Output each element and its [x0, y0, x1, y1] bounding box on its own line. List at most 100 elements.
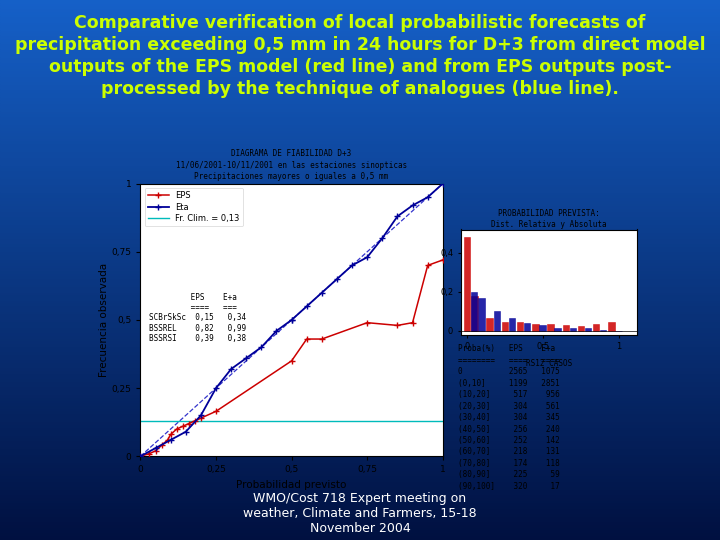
Bar [0, 232, 720, 235]
Bar [0, 94, 720, 97]
Bar [472, 296, 477, 331]
Bar [0, 370, 720, 373]
Bar [0, 113, 720, 116]
Bar [0, 537, 720, 540]
Bar [608, 322, 615, 331]
Bar [0, 416, 720, 418]
Bar [0, 170, 720, 173]
Bar [0, 30, 720, 32]
Bar [0, 284, 720, 286]
Bar [0, 143, 720, 146]
Bar [0, 427, 720, 429]
Bar [0, 526, 720, 529]
Bar [0, 424, 720, 427]
Bar [0, 40, 720, 43]
Bar [0, 273, 720, 275]
Bar [0, 508, 720, 510]
Bar [0, 270, 720, 273]
Bar [0, 138, 720, 140]
Bar [0, 59, 720, 62]
Bar [0, 243, 720, 246]
Bar [0, 308, 720, 310]
Bar [0, 275, 720, 278]
Bar [0, 348, 720, 351]
Bar [0, 219, 720, 221]
Bar [0, 135, 720, 138]
Bar [0, 529, 720, 532]
Bar [0, 11, 720, 14]
Bar [0, 103, 720, 105]
Bar [0, 46, 720, 49]
Bar [0, 24, 720, 27]
Bar [0, 181, 720, 184]
Bar [0, 321, 720, 324]
Bar [585, 328, 591, 331]
Text: Proba(%)   EPS    E+a
========   ====   ====
0          2565   1075
(0,10]     1: Proba(%) EPS E+a ======== ==== ==== 0 25… [459, 345, 560, 502]
Bar [0, 497, 720, 500]
Bar [0, 375, 720, 378]
Bar [0, 402, 720, 405]
Bar [0, 481, 720, 483]
Bar [0, 343, 720, 346]
Bar [0, 105, 720, 108]
Bar [0, 68, 720, 70]
Bar [0, 89, 720, 92]
Bar [0, 483, 720, 486]
Bar [0, 211, 720, 213]
Bar [0, 130, 720, 132]
Bar [0, 124, 720, 127]
Bar [0, 119, 720, 122]
Bar [0, 43, 720, 46]
Title: DIAGRAMA DE FIABILIDAD D+3
11/06/2001-10/11/2001 en las estaciones sinopticas
Pr: DIAGRAMA DE FIABILIDAD D+3 11/06/2001-10… [176, 149, 408, 181]
Bar [0, 14, 720, 16]
X-axis label: Probabilidad previsto: Probabilidad previsto [236, 480, 347, 490]
Bar [0, 486, 720, 489]
Bar [471, 292, 477, 331]
Bar [509, 318, 516, 331]
Bar [0, 248, 720, 251]
Bar [0, 86, 720, 89]
Bar [0, 410, 720, 413]
Bar [0, 3, 720, 5]
Bar [0, 8, 720, 11]
Bar [0, 202, 720, 205]
Bar [0, 470, 720, 472]
Bar [0, 259, 720, 262]
Bar [0, 49, 720, 51]
Bar [0, 421, 720, 424]
Bar [0, 478, 720, 481]
Bar [0, 230, 720, 232]
Bar [0, 159, 720, 162]
Bar [0, 200, 720, 202]
Bar [0, 467, 720, 470]
Bar [0, 70, 720, 73]
Bar [554, 328, 561, 331]
Bar [0, 5, 720, 8]
Legend: EPS, Eta, Fr. Clim. = 0,13: EPS, Eta, Fr. Clim. = 0,13 [145, 188, 243, 226]
Bar [0, 22, 720, 24]
Bar [0, 475, 720, 478]
Bar [0, 464, 720, 467]
Y-axis label: Frecuencia observada: Frecuencia observada [99, 263, 109, 377]
Bar [0, 362, 720, 364]
Title: PROBABILIDAD PREVISTA:
Dist. Relativa y Absoluta: PROBABILIDAD PREVISTA: Dist. Relativa y … [491, 208, 607, 229]
Bar [0, 62, 720, 65]
Bar [0, 178, 720, 181]
Bar [0, 254, 720, 256]
Bar [0, 281, 720, 284]
Bar [570, 328, 576, 331]
Bar [0, 76, 720, 78]
Bar [0, 332, 720, 335]
Bar [0, 518, 720, 521]
Bar [0, 192, 720, 194]
Bar [0, 397, 720, 400]
Bar [0, 324, 720, 327]
Bar [0, 400, 720, 402]
Bar [0, 246, 720, 248]
Bar [0, 251, 720, 254]
Bar [0, 435, 720, 437]
Bar [0, 335, 720, 338]
Text: Comparative verification of local probabilistic forecasts of
precipitation excee: Comparative verification of local probab… [14, 14, 706, 98]
Bar [532, 324, 539, 331]
Bar [0, 346, 720, 348]
